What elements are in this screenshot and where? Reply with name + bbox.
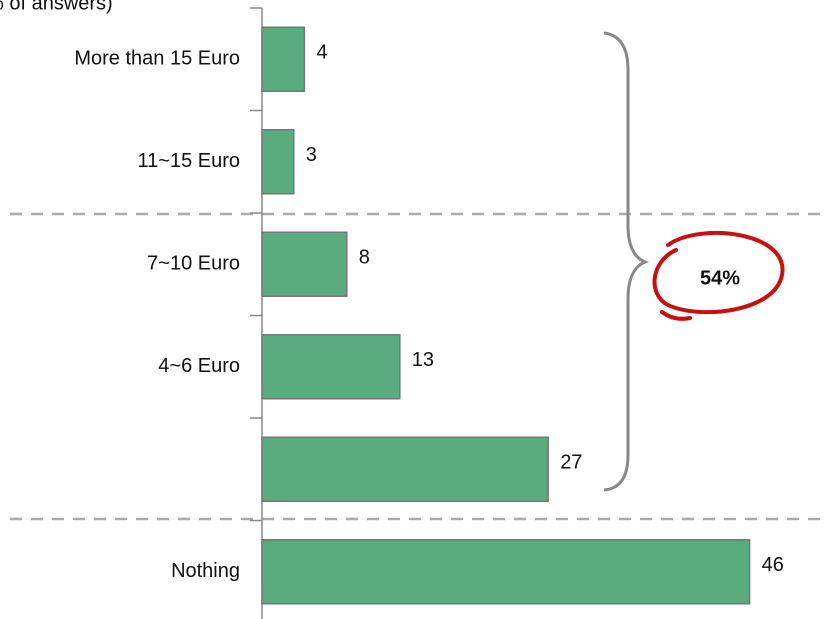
value-label: 46 bbox=[762, 554, 784, 576]
bracket bbox=[603, 31, 649, 492]
category-label: More than 15 Euro bbox=[74, 48, 240, 70]
value-label: 13 bbox=[412, 349, 434, 371]
bar bbox=[261, 231, 348, 297]
bar bbox=[261, 26, 306, 92]
category-label: 7~10 Euro bbox=[147, 253, 240, 275]
bar bbox=[261, 539, 751, 605]
category-label: 4~6 Euro bbox=[158, 355, 240, 377]
value-label: 3 bbox=[306, 144, 317, 166]
value-label: 27 bbox=[560, 452, 582, 474]
annotation: 54% bbox=[700, 267, 740, 289]
value-label: 8 bbox=[359, 247, 370, 269]
bar bbox=[261, 129, 295, 195]
category-label: 11~15 Euro bbox=[138, 150, 241, 172]
chart-title: % of answers) bbox=[0, 0, 113, 14]
highlight-circle bbox=[652, 230, 785, 321]
bar bbox=[261, 334, 401, 400]
bar bbox=[261, 436, 549, 502]
value-label: 4 bbox=[316, 42, 327, 64]
category-label: Nothing bbox=[171, 560, 240, 582]
